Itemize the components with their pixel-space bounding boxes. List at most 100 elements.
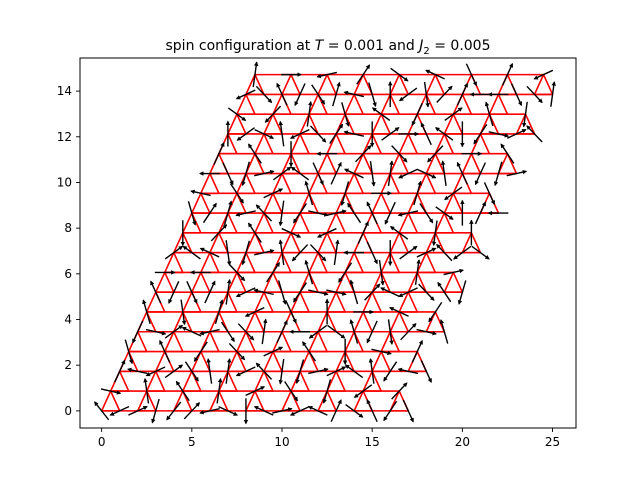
spin-arrow [241,161,251,187]
lattice-up-triangle [353,311,373,333]
spin-arrow [378,259,385,286]
spin-arrow [435,127,454,141]
spin-arrow [145,328,167,336]
spin-arrow [428,301,443,323]
spin-arrow [380,287,400,298]
spin-arrow [366,320,378,344]
spin-arrow [307,405,328,416]
lattice-down-triangle [326,212,346,234]
spin-arrow [357,221,369,245]
spin-arrow [398,287,418,298]
x-tick-label: 15 [365,435,380,449]
lattice-up-triangle [191,350,211,373]
spin-arrow [414,259,421,285]
spin-arrow [402,399,414,423]
lattice-up-triangle [227,271,247,293]
spin-arrow [182,245,201,260]
spin-arrow [383,361,398,382]
spin-arrow [193,341,208,362]
lattice-down-triangle [326,133,346,155]
lattice-up-triangle [443,192,464,214]
spin-arrow [254,169,275,177]
spin-arrow [418,283,435,301]
spin-arrow [175,380,190,402]
spin-arrow [186,281,198,304]
spin-arrow [309,244,327,262]
lattice-up-triangle [191,192,211,214]
spin-arrow [210,224,228,242]
spin-arrow [293,203,308,224]
spin-arrow [389,307,409,317]
lattice-down-triangle [200,172,220,195]
lattice-down-triangle [163,251,184,274]
spin-arrow [228,342,246,361]
spin-arrow [290,166,310,181]
spin-arrow [383,400,398,422]
lattice-up-triangle [443,271,464,293]
lattice-up-triangle [371,192,392,214]
spin-arrow [183,402,201,420]
spin-arrow [295,359,305,384]
lattice-up-triangle [227,113,247,135]
lattice-down-triangle [290,291,310,313]
spin-arrow [312,162,324,186]
spin-arrow [316,227,337,238]
lattice-up-triangle [154,350,175,373]
lattice-down-triangle [254,212,274,234]
spin-arrow [254,129,275,139]
lattice-down-triangle [308,93,328,115]
spin-arrow [371,348,392,356]
lattice-down-triangle [398,212,419,234]
lattice-down-triangle [254,370,274,392]
spin-arrow [227,107,247,122]
spin-arrow [397,367,419,375]
lattice-down-triangle [182,291,202,313]
spin-arrow [263,346,284,357]
spin-arrow [237,323,255,341]
spin-arrow [247,143,262,164]
spin-arrow [204,280,216,304]
spin-arrow [340,181,350,206]
spin-arrow [431,220,438,247]
lattice-down-triangle [344,330,364,353]
spin-arrow [345,404,364,418]
lattice-down-triangle [362,291,383,313]
spin-arrow [235,210,256,217]
spin-arrow [281,227,302,238]
lattice-up-triangle [389,152,410,175]
spin-arrow [289,129,310,139]
spin-arrow [220,321,235,343]
spin-arrow [444,107,463,122]
spin-arrow [202,202,217,224]
lattice-down-triangle [290,212,310,234]
lattice-up-triangle [407,113,428,135]
lattice-down-triangle [182,212,202,234]
spin-arrow [488,131,510,138]
spin-arrow [327,324,346,339]
y-tick-label: 0 [64,404,72,418]
spin-arrow [471,245,490,260]
spin-arrow [241,240,251,266]
spin-arrow [349,319,359,344]
spin-arrow [493,161,503,187]
spin-arrow [291,244,309,262]
lattice-up-triangle [353,390,373,412]
spin-arrow [506,129,527,139]
spin-arrow [184,361,199,382]
x-tick-label: 10 [274,435,289,449]
lattice-up-triangle [389,73,410,96]
spin-arrow [294,83,306,107]
spin-arrow [199,408,220,415]
spin-arrow [164,324,184,339]
spin-arrow [425,69,445,80]
lattice-up-triangle [371,350,392,373]
spin-arrow [443,268,464,276]
lattice-up-triangle [443,113,464,135]
lattice-down-triangle [236,330,256,353]
spin-arrow [145,366,166,377]
spin-arrow [235,287,256,298]
spin-arrow [343,90,365,98]
lattice-down-triangle [308,330,328,353]
lattice-up-triangle [100,390,121,412]
